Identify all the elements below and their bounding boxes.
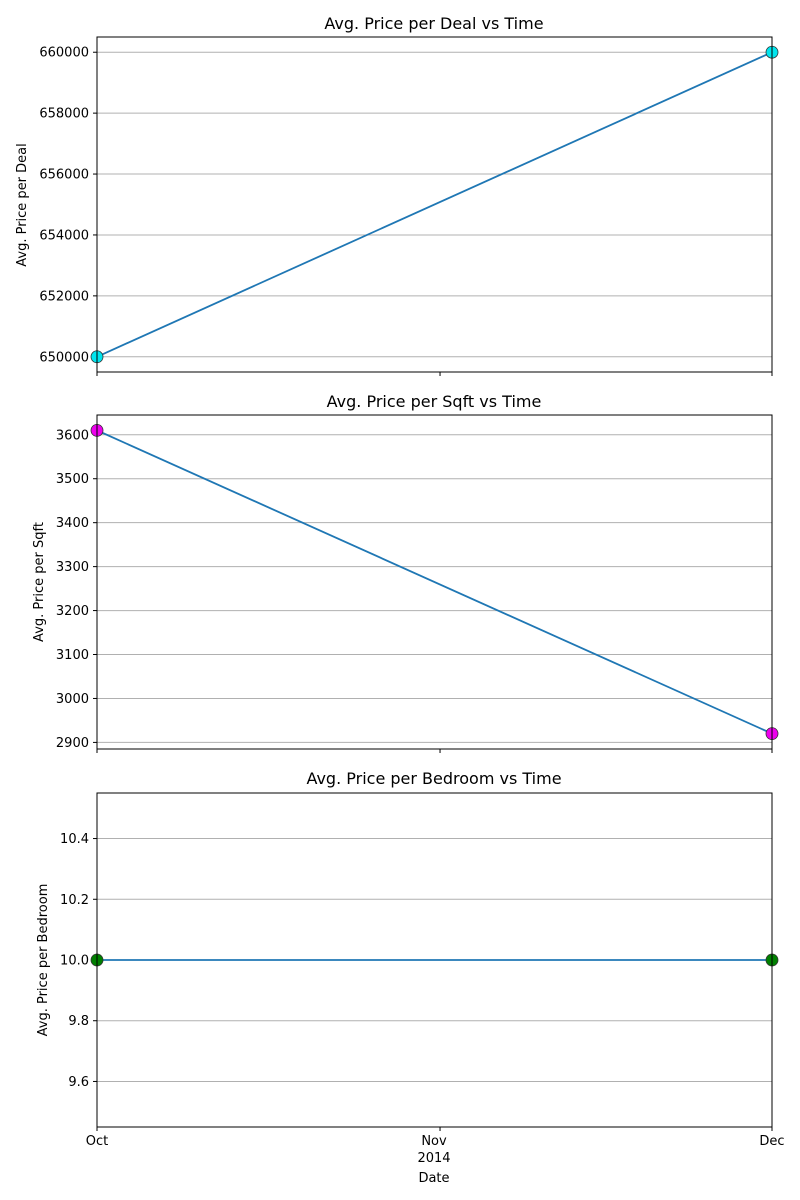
y-tick-label: 652000 [39, 289, 89, 304]
y-tick-label: 3400 [56, 516, 89, 531]
y-tick-label: 3200 [56, 604, 89, 619]
y-tick-label: 10.4 [60, 832, 89, 847]
series-line [96, 429, 773, 735]
y-tick-label: 10.2 [60, 893, 89, 908]
plot-area: 9.6 9.8 10.0 10.2 10.4 [60, 792, 779, 1131]
x-tick-label-oct: Oct [86, 1134, 108, 1149]
axes-frame [96, 414, 773, 750]
x-tick-year-label: 2014 [417, 1151, 450, 1166]
chart-panel-price-per-deal: Avg. Price per Deal vs Time Avg. Price p… [15, 14, 779, 376]
plot-area: 2900 3000 3100 3200 3300 3400 3500 3600 [56, 414, 779, 753]
y-tick-label: 10.0 [60, 954, 89, 969]
x-axis: Oct Nov Dec 2014 Date [86, 1134, 785, 1186]
series-line [96, 51, 773, 358]
chart-title: Avg. Price per Deal vs Time [324, 14, 543, 33]
y-tick-label: 658000 [39, 107, 89, 122]
y-tick-label: 9.8 [68, 1014, 89, 1029]
y-tick-label: 9.6 [68, 1075, 89, 1090]
axes-frame [96, 36, 773, 373]
y-tick-label: 656000 [39, 168, 89, 183]
chart-title: Avg. Price per Bedroom vs Time [306, 769, 561, 788]
y-tick-label: 660000 [39, 46, 89, 61]
chart-panel-price-per-sqft: Avg. Price per Sqft vs Time Avg. Price p… [32, 392, 779, 753]
y-tick-label: 3100 [56, 648, 89, 663]
y-axis-label: Avg. Price per Bedroom [36, 884, 51, 1037]
y-axis-label: Avg. Price per Sqft [32, 522, 47, 642]
x-tick-label-dec: Dec [759, 1134, 784, 1149]
y-tick-label: 650000 [39, 350, 89, 365]
x-axis-label: Date [418, 1171, 449, 1186]
x-tick-label-nov: Nov [421, 1134, 447, 1149]
axes-frame [96, 792, 773, 1128]
y-tick-label: 3000 [56, 692, 89, 707]
chart-title: Avg. Price per Sqft vs Time [327, 392, 542, 411]
y-tick-label: 3600 [56, 428, 89, 443]
y-tick-label: 3300 [56, 560, 89, 575]
chart-panel-price-per-bedroom: Avg. Price per Bedroom vs Time Avg. Pric… [36, 769, 779, 1131]
plot-area: 650000 652000 654000 656000 658000 660000 [39, 36, 779, 376]
y-tick-label: 654000 [39, 228, 89, 243]
y-tick-label: 3500 [56, 472, 89, 487]
y-tick-label: 2900 [56, 736, 89, 751]
y-axis-label: Avg. Price per Deal [15, 143, 30, 267]
